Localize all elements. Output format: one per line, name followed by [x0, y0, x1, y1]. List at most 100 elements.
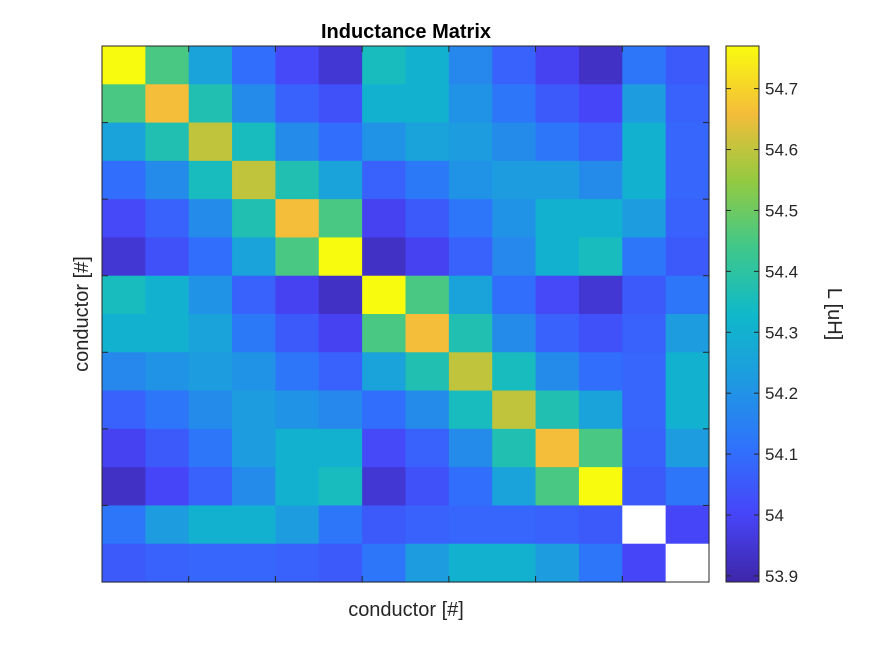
heatmap-cell-r2-c3	[188, 84, 233, 124]
heatmap-cell-r13-c4	[232, 505, 277, 545]
heatmap-cell-r5-c6	[318, 199, 363, 239]
heatmap-cell-r7-c12	[578, 275, 623, 315]
heatmap-cell-r2-c13	[622, 84, 667, 124]
heatmap-cell-r7-c5	[275, 275, 320, 315]
heatmap-cell-r7-c10	[492, 275, 537, 315]
heatmap-cell-r12-c8	[405, 467, 450, 507]
heatmap-cell-r14-c4	[232, 543, 277, 583]
heatmap-cell-r5-c10	[492, 199, 537, 239]
heatmap-cell-r1-c8	[405, 46, 450, 85]
heatmap-cell-r11-c14	[665, 428, 710, 468]
heatmap-cell-r7-c3	[188, 275, 233, 315]
heatmap-cell-r2-c14	[665, 84, 710, 124]
heatmap-cell-r7-c6	[318, 275, 363, 315]
plot-frame	[101, 45, 710, 583]
heatmap-cell-r10-c11	[535, 390, 580, 430]
heatmap-cell-r11-c8	[405, 428, 450, 468]
heatmap-cell-r6-c7	[362, 237, 407, 277]
colorbar	[725, 45, 760, 583]
heatmap-cell-r11-c4	[232, 428, 277, 468]
heatmap-cell-r4-c10	[492, 160, 537, 200]
colorbar-tick-label: 54	[765, 506, 784, 525]
heatmap-cell-r13-c11	[535, 505, 580, 545]
heatmap-cell-r8-c7	[362, 314, 407, 353]
heatmap-cell-r12-c12	[578, 467, 623, 507]
heatmap-cell-r1-c12	[578, 46, 623, 85]
heatmap-cell-r8-c14	[665, 314, 710, 353]
heatmap-cell-r6-c8	[405, 237, 450, 277]
x-axis-ticks	[188, 46, 623, 582]
heatmap-cell-r4-c5	[275, 160, 320, 200]
heatmap-cell-r4-c1	[102, 160, 146, 200]
heatmap-cell-r6-c1	[102, 237, 146, 277]
heatmap-cell-r3-c5	[275, 122, 320, 162]
heatmap-cell-r1-c1	[102, 46, 146, 85]
heatmap-cell-r2-c12	[578, 84, 623, 124]
heatmap-cell-r8-c11	[535, 314, 580, 353]
heatmap-cell-r5-c2	[145, 199, 190, 239]
heatmap-cell-r12-c11	[535, 467, 580, 507]
heatmap-cell-r4-c3	[188, 160, 233, 200]
colorbar-tick-label: 54.4	[765, 262, 798, 281]
heatmap-cell-r6-c12	[578, 237, 623, 277]
heatmap-cell-r9-c1	[102, 352, 146, 392]
heatmap-cell-r1-c4	[232, 46, 277, 85]
heatmap-cell-r3-c9	[448, 122, 493, 162]
heatmap-cell-r12-c3	[188, 467, 233, 507]
heatmap-cell-r7-c13	[622, 275, 667, 315]
heatmap-cell-r13-c5	[275, 505, 320, 545]
heatmap-cell-r5-c9	[448, 199, 493, 239]
heatmap-cell-r4-c11	[535, 160, 580, 200]
heatmap-cell-r6-c2	[145, 237, 190, 277]
heatmap-cell-r6-c13	[622, 237, 667, 277]
heatmap-cell-r13-c13	[622, 505, 667, 545]
heatmap-cell-r2-c8	[405, 84, 450, 124]
heatmap-cell-r10-c13	[622, 390, 667, 430]
heatmap-cell-r14-c8	[405, 543, 450, 583]
heatmap-cell-r7-c7	[362, 275, 407, 315]
heatmap-cell-r5-c3	[188, 199, 233, 239]
heatmap-cell-r11-c2	[145, 428, 190, 468]
heatmap-cell-r12-c10	[492, 467, 537, 507]
heatmap-cell-r12-c14	[665, 467, 710, 507]
colorbar-label: L [uH]	[823, 288, 845, 341]
heatmap-cell-r4-c2	[145, 160, 190, 200]
heatmap-cell-r5-c8	[405, 199, 450, 239]
heatmap-cell-r13-c6	[318, 505, 363, 545]
heatmap-cell-r2-c4	[232, 84, 277, 124]
heatmap-cell-r1-c3	[188, 46, 233, 85]
heatmap-cell-r12-c7	[362, 467, 407, 507]
heatmap-cell-r5-c5	[275, 199, 320, 239]
heatmap-cell-r10-c4	[232, 390, 277, 430]
heatmap-cell-r11-c12	[578, 428, 623, 468]
heatmap-cell-r3-c8	[405, 122, 450, 162]
colorbar-tick-label: 54.3	[765, 323, 798, 342]
heatmap-cell-r8-c13	[622, 314, 667, 353]
heatmap-cell-r10-c1	[102, 390, 146, 430]
y-axis-label: conductor [#]	[71, 256, 93, 372]
heatmap-cell-r2-c1	[102, 84, 146, 124]
heatmap-cell-r4-c13	[622, 160, 667, 200]
heatmap-cell-r6-c3	[188, 237, 233, 277]
heatmap-cell-r10-c2	[145, 390, 190, 430]
heatmap-cell-r5-c11	[535, 199, 580, 239]
heatmap-cell-r11-c1	[102, 428, 146, 468]
heatmap-cell-r10-c8	[405, 390, 450, 430]
heatmap-cell-r13-c2	[145, 505, 190, 545]
heatmap-cell-r14-c10	[492, 543, 537, 583]
heatmap-cell-r6-c11	[535, 237, 580, 277]
heatmap-cell-r9-c11	[535, 352, 580, 392]
heatmap-cell-r12-c2	[145, 467, 190, 507]
heatmap-cell-r6-c10	[492, 237, 537, 277]
colorbar-ticks: 53.9 54 54.1 54.2 54.3 54.4 54.5 54.6 54.7	[726, 80, 798, 586]
heatmap-cell-r8-c1	[102, 314, 146, 353]
heatmap-cell-r5-c13	[622, 199, 667, 239]
heatmap-cell-r10-c9	[448, 390, 493, 430]
heatmap-cell-r8-c6	[318, 314, 363, 353]
heatmap-cell-r2-c5	[275, 84, 320, 124]
heatmap-cell-r14-c11	[535, 543, 580, 583]
heatmap-cell-r12-c5	[275, 467, 320, 507]
heatmap-cell-r6-c6	[318, 237, 363, 277]
heatmap-cell-r9-c14	[665, 352, 710, 392]
heatmap-cell-r10-c10	[492, 390, 537, 430]
